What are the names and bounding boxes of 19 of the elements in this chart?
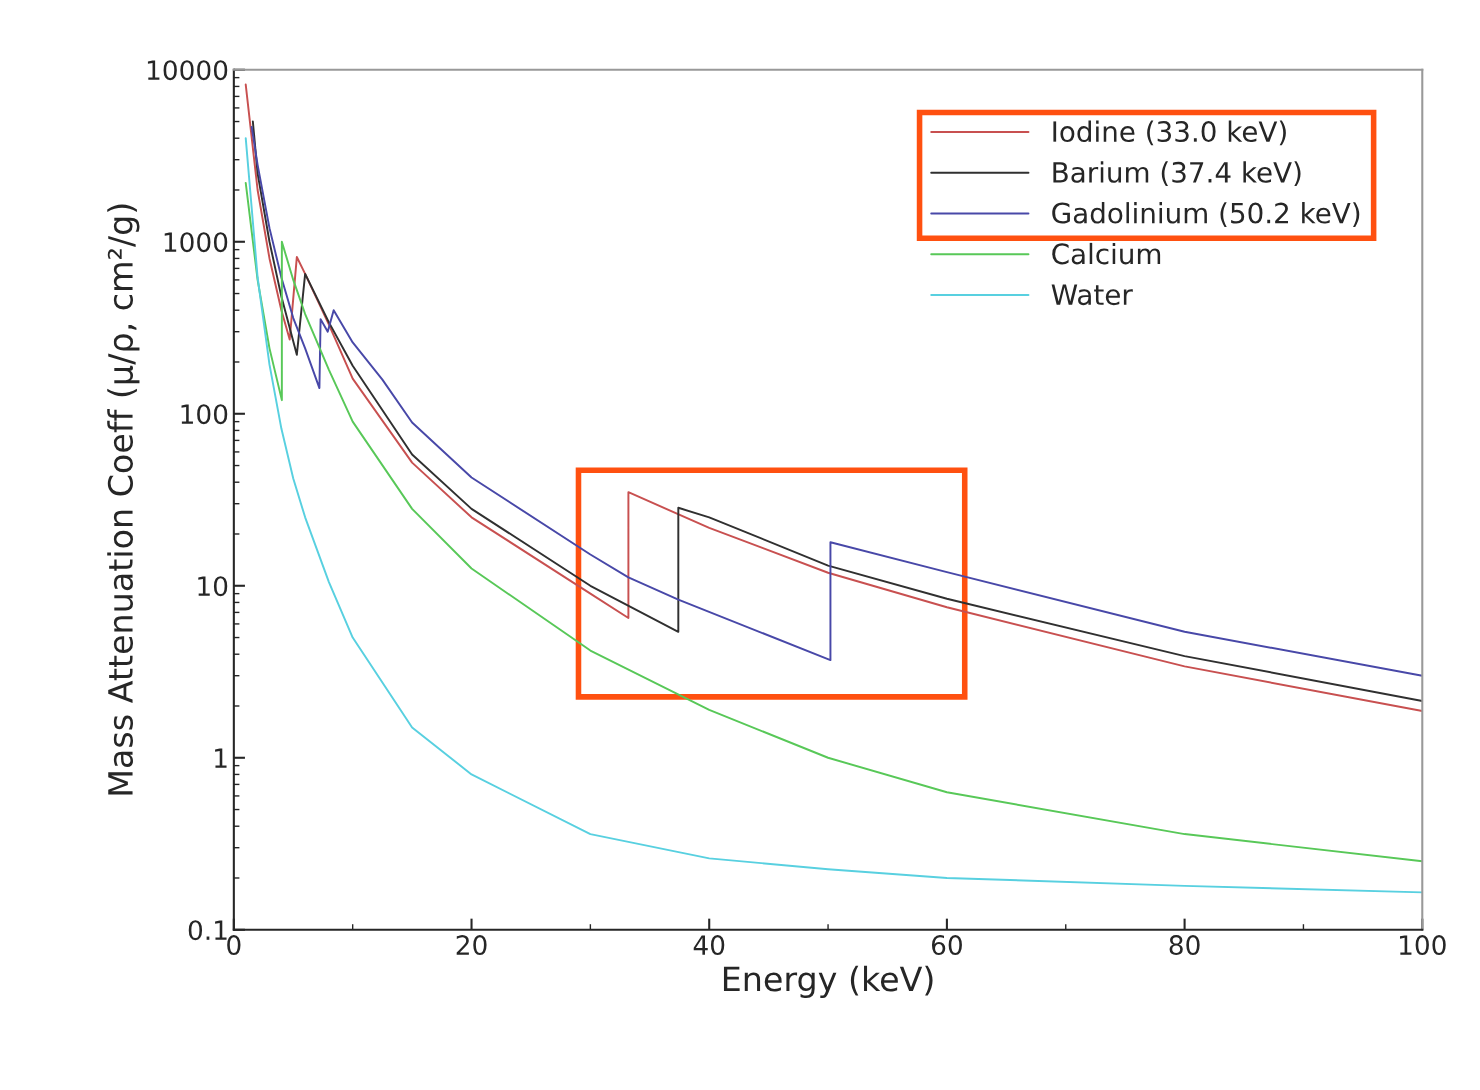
legend-label: Water [1051,284,1133,306]
x-tick-label: 100 [1399,935,1446,956]
legend-label: Gadolinium (50.2 keV) [1052,202,1360,227]
x-tick-label: 0 [227,935,241,956]
x-tick-label: 80 [1169,935,1200,956]
legend-label: Barium (37.4 keV) [1053,161,1301,187]
x-tick-label: 20 [456,935,487,956]
y-tick-label: 1000 [164,232,228,253]
y-tick-label: 10000 [147,60,228,81]
x-tick-label: 60 [931,935,962,956]
y-tick-label: 0.1 [188,920,227,941]
y-axis-title: Mass Attenuation Coeff (μ/ρ, cm²/g) [107,204,140,795]
x-axis-title: Energy (keV) [723,965,933,998]
x-tick-label: 40 [693,935,725,956]
y-tick-label: 100 [181,404,228,425]
legend-label: Iodine (33.0 keV) [1053,120,1286,146]
legend-label: Calcium [1052,242,1161,265]
y-tick-label: 1 [215,748,227,768]
y-tick-label: 10 [198,576,228,597]
